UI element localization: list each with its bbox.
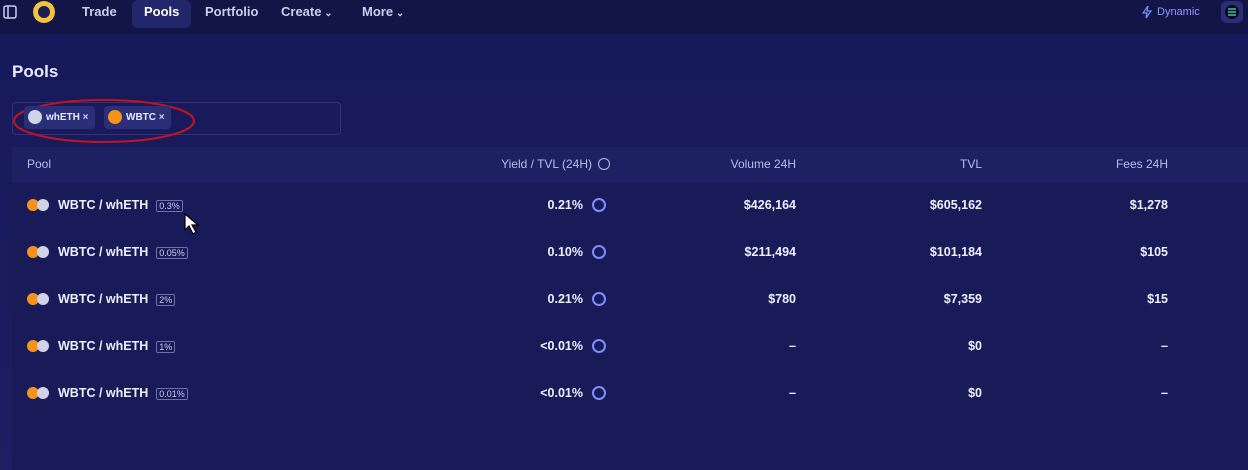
remove-icon[interactable]: × [79,112,89,123]
cell: $105 [1140,245,1168,259]
token-icon [27,340,39,352]
page-title: Pools [12,62,59,81]
sidebar-icon[interactable] [3,5,17,19]
nav-item[interactable]: More ⌄ [362,4,405,19]
yield: 0.21% [547,292,583,306]
yield-icon[interactable] [592,245,606,259]
token-icon [37,246,49,258]
token-icon [27,387,39,399]
pair: WBTC / whETH [58,292,149,306]
cell: $0 [968,339,982,353]
info-icon [598,158,610,170]
column-header[interactable]: Fees 24H [1115,157,1168,171]
yield-icon[interactable] [592,292,606,306]
logo[interactable] [31,0,57,24]
token-icon [37,387,49,399]
token-icon [37,293,49,305]
yield-icon[interactable] [592,198,606,212]
cell: $426,164 [743,198,796,212]
pool-name[interactable]: WBTC / whETH 0.3% [58,198,183,212]
pair: WBTC / whETH [58,339,149,353]
filter-chip[interactable]: WBTC × [104,106,171,129]
filter-chip[interactable]: whETH × [24,106,95,129]
column-header[interactable]: TVL [959,157,982,171]
cell: $605,162 [929,198,982,212]
highlight-ellipse [13,99,195,143]
cell: $101,184 [929,245,982,259]
pool-name[interactable]: WBTC / whETH 0.01% [58,386,188,400]
token-icon [27,246,39,258]
fee-tier: 1% [156,341,176,353]
wallet[interactable]: Dynamic [1157,6,1200,18]
pair: WBTC / whETH [58,386,149,400]
column-header[interactable]: Yield / TVL (24H) [501,157,592,171]
fee-tier: 2% [156,294,176,306]
table-header [12,147,1248,183]
token-icon [37,199,49,211]
cursor [184,212,200,235]
pool-name[interactable]: WBTC / whETH 2% [58,292,176,306]
cell: – [1161,386,1168,400]
yield: <0.01% [540,386,583,400]
yield: 0.21% [547,198,583,212]
pool-name[interactable]: WBTC / whETH 1% [58,339,176,353]
nav-item[interactable]: Portfolio [205,4,259,19]
yield: <0.01% [540,339,583,353]
chip-label: WBTC [126,112,156,123]
cell: $15 [1147,292,1168,306]
cell: $1,278 [1129,198,1168,212]
pool-name[interactable]: WBTC / whETH 0.05% [58,245,188,259]
nav-item[interactable]: Create ⌄ [281,4,333,19]
cell: $780 [768,292,796,306]
remove-icon[interactable]: × [156,112,165,123]
token-icon [108,110,122,124]
cell: $0 [968,386,982,400]
column-header[interactable]: Volume 24H [730,157,796,171]
nav-item[interactable]: Pools [132,0,192,28]
fee-tier: 0.01% [156,388,188,400]
token-icon [37,340,49,352]
cell: – [789,386,796,400]
wallet-avatar[interactable] [1220,0,1244,24]
bolt-icon [1141,5,1153,19]
pair: WBTC / whETH [58,245,149,259]
token-icon [27,293,39,305]
fee-tier: 0.05% [156,247,188,259]
chevron: ⌄ [321,8,333,19]
token-icon [28,110,42,124]
pair: WBTC / whETH [58,198,149,212]
column-header: Pool [27,157,52,171]
yield-icon[interactable] [592,339,606,353]
chip-label: whETH [46,112,80,123]
yield: 0.10% [547,245,583,259]
token-icon [27,199,39,211]
top-nav: Dynamic [0,0,1248,34]
cell: – [1161,339,1168,353]
cell: $211,494 [744,245,796,259]
cell: – [789,339,796,353]
cell: $7,359 [943,292,982,306]
table [12,147,1248,470]
nav-item[interactable]: Trade [82,4,117,19]
fee-tier: 0.3% [156,200,183,212]
yield-icon[interactable] [592,386,606,400]
chevron: ⌄ [393,8,405,19]
